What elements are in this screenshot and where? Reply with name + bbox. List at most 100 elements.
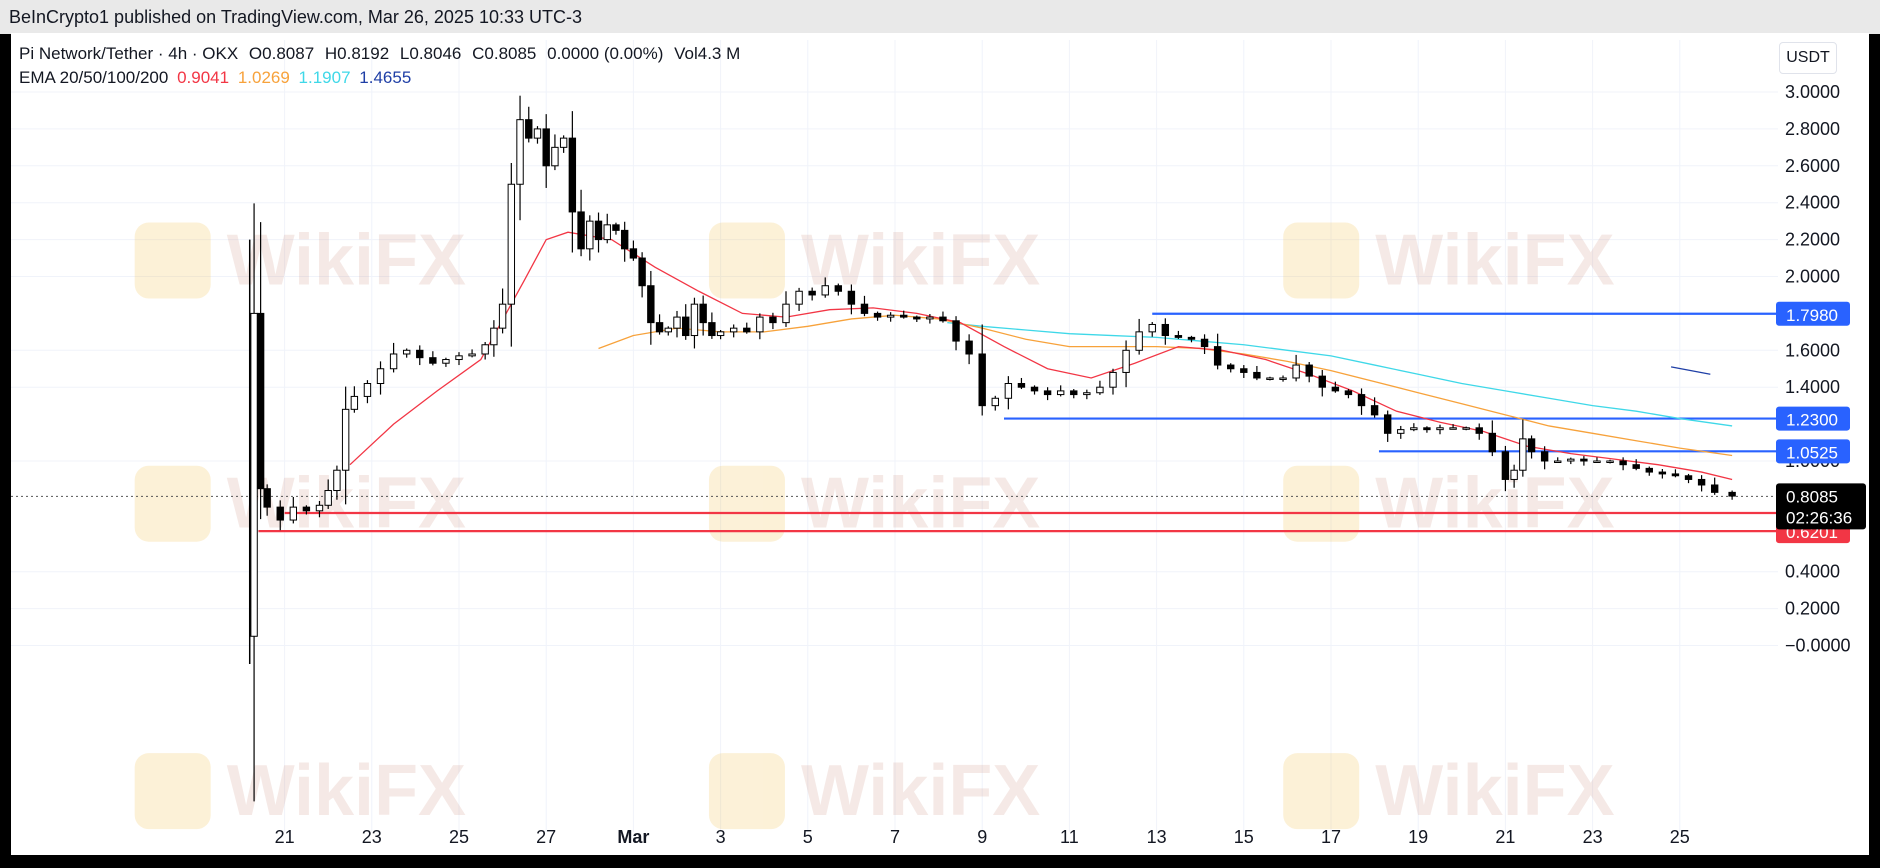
candle-body <box>699 303 707 324</box>
watermark-text: WikiFX <box>227 221 466 301</box>
candle-body <box>481 344 489 355</box>
x-tick-label: 7 <box>890 827 900 847</box>
resistance-tag-text: 1.2300 <box>1786 411 1838 430</box>
x-tick-label: 25 <box>449 827 469 847</box>
y-tick-label: 2.2000 <box>1785 230 1840 250</box>
candle-body <box>1519 438 1527 471</box>
candle-body <box>429 357 437 364</box>
watermark-logo <box>1283 222 1360 299</box>
candle-body <box>594 220 603 241</box>
candle-body <box>756 316 764 333</box>
y-tick-label: 2.6000 <box>1785 156 1840 176</box>
candle-body <box>926 316 934 320</box>
x-tick-label: Mar <box>617 827 649 847</box>
watermark-text: WikiFX <box>227 751 466 831</box>
candle-body <box>586 220 594 250</box>
y-tick-label: 1.6000 <box>1785 340 1840 360</box>
y-tick-label: 2.0000 <box>1785 267 1840 287</box>
candle-body <box>389 353 398 370</box>
candle-body <box>1253 371 1261 379</box>
candle-body <box>821 285 829 296</box>
candle-body <box>847 290 856 305</box>
candle-body <box>551 146 559 167</box>
ema200-line <box>1670 366 1711 375</box>
y-axis: 3.0000 2.8000 2.6000 2.4000 2.2000 2.0000 1.60… <box>1785 82 1851 656</box>
resistance-tag: 1.0525 <box>1776 439 1850 464</box>
candle-body <box>1004 383 1013 399</box>
candle-body <box>1070 390 1078 396</box>
candle-body <box>525 119 533 139</box>
watermark-logo <box>134 222 211 299</box>
y-tick-label: 2.8000 <box>1785 119 1840 139</box>
candle-body <box>568 137 577 213</box>
symbol-name: Pi Network/Tether · 4h · OKX <box>19 44 239 63</box>
candle-body <box>1083 392 1091 396</box>
candle-body <box>1697 478 1706 486</box>
candle-body <box>1292 364 1300 379</box>
candle-body <box>1187 336 1196 340</box>
candle-body <box>1357 394 1366 407</box>
watermark-logo <box>1283 753 1360 830</box>
low-label: L <box>399 44 410 63</box>
candle-body <box>682 316 690 337</box>
candle-body <box>1213 346 1222 366</box>
candle-body <box>376 368 385 385</box>
candle-body <box>324 490 332 506</box>
candle-body <box>1122 349 1130 373</box>
grid <box>11 40 1778 832</box>
watermark-logo <box>1283 465 1360 542</box>
x-axis: 21 23 25 27 Mar 3 5 7 9 11 13 15 17 19 21 23 25 <box>275 827 1690 847</box>
ema-label: EMA 20/50/100/200 <box>19 68 169 87</box>
resistance-tag-text: 1.7980 <box>1786 306 1838 325</box>
ema-lines <box>349 231 1733 481</box>
watermark-logo <box>708 222 785 299</box>
candle-body <box>769 316 777 324</box>
chart-panel <box>11 33 1869 855</box>
candle-body <box>542 128 550 167</box>
resistance-tag: 1.7980 <box>1776 301 1850 326</box>
candle-body <box>939 316 947 322</box>
open-label: O <box>248 44 263 63</box>
candle-body <box>664 327 672 333</box>
x-tick-label: 27 <box>536 827 556 847</box>
x-tick-label: 21 <box>1495 827 1515 847</box>
candle-body <box>690 303 699 337</box>
candle-body <box>577 211 585 250</box>
attribution-bar: BeInCrypto1 published on TradingView.com… <box>0 0 1880 34</box>
candle-body <box>708 322 716 337</box>
candle-body <box>1449 427 1457 430</box>
candle-body <box>647 285 655 324</box>
candle-body <box>490 327 498 346</box>
candle-body <box>1043 390 1052 396</box>
candle-body <box>860 303 869 314</box>
candle-body <box>834 285 843 292</box>
candle-body <box>289 506 298 521</box>
candle-body <box>612 224 620 231</box>
candle-body <box>341 408 350 471</box>
y-tick-label: 0.2000 <box>1785 599 1840 619</box>
ema50-line <box>598 314 1733 457</box>
currency-selector[interactable]: USDT <box>1779 42 1837 74</box>
candle-body <box>498 303 507 329</box>
x-tick-label: 9 <box>977 827 987 847</box>
close-label: C <box>472 44 485 63</box>
ema20-value: 0.9041 <box>177 68 230 87</box>
candle-body <box>1017 383 1026 388</box>
volume-label: Vol <box>674 44 698 63</box>
candle-body <box>559 137 568 148</box>
candle-body <box>1305 364 1313 377</box>
candle-body <box>276 506 284 521</box>
x-tick-label: 11 <box>1060 827 1079 847</box>
watermark: WikiFX <box>134 221 466 301</box>
candle-body <box>256 312 265 490</box>
candle-body <box>442 359 450 364</box>
countdown-text: 02:26:36 <box>1786 508 1852 527</box>
candle-body <box>507 183 516 305</box>
candle-body <box>729 327 738 333</box>
level-lines <box>11 312 1778 533</box>
candle-body <box>1658 471 1667 475</box>
price-tags: 1.79801.23001.05250.71830.62010.808502:2… <box>1776 301 1866 544</box>
candle-body <box>1331 386 1340 392</box>
